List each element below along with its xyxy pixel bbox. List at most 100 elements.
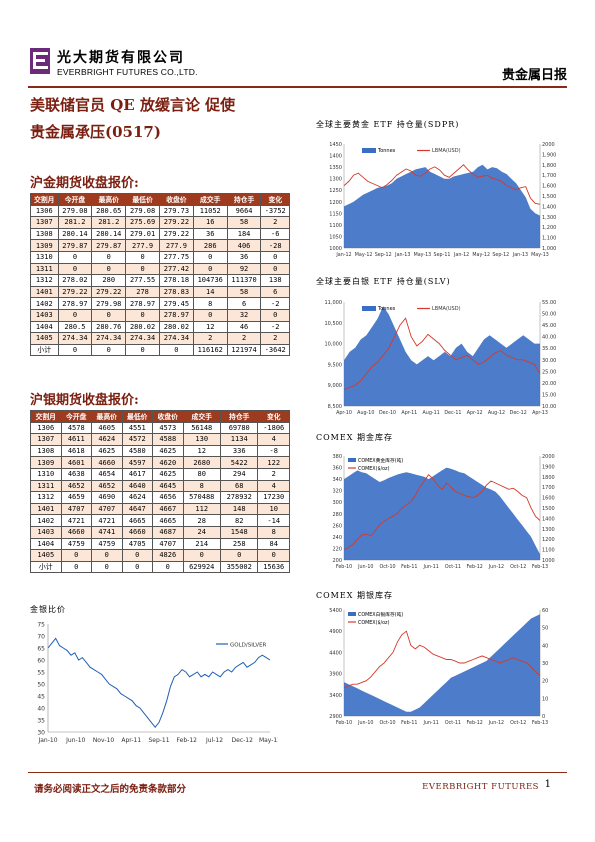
y-right-tick-label: 1,100: [542, 236, 556, 242]
chart-title-gold-silver-ratio: 金银比价: [30, 605, 66, 614]
table-cell: 4625: [152, 467, 184, 481]
table-cell: 16: [192, 216, 228, 229]
y-tick-label: 40: [37, 706, 45, 713]
table-cell: 0: [192, 250, 228, 264]
table-cell: 4611: [60, 433, 92, 446]
table-header-cell: 交割月: [30, 410, 62, 423]
y-right-tick-label: 50.00: [542, 312, 556, 318]
table-cell: 274.34: [91, 332, 127, 345]
table-cell: 280.5: [57, 320, 93, 334]
company-logo-icon: [30, 48, 50, 74]
table-cell: 279.08: [125, 204, 160, 218]
table-cell: 0: [125, 308, 160, 322]
y-left-tick-label: 1250: [329, 188, 342, 194]
table-row: 1310 4638 4654 4617 4625 80 294 2: [30, 467, 290, 481]
table-cell: 0: [121, 560, 153, 574]
table-cell: -8: [257, 444, 290, 458]
table-cell: 4640: [121, 479, 153, 493]
series-line-1: [343, 164, 541, 205]
table-cell: 278.02: [57, 274, 93, 287]
x-tick-label: Jun-11: [422, 564, 438, 570]
table-cell: 274.34: [125, 332, 160, 345]
x-tick-label: Feb-10: [336, 720, 352, 726]
y-left-tick-label: 3400: [329, 693, 342, 699]
table-cell: 104736: [192, 274, 228, 287]
table-cell: 280.02: [159, 320, 194, 334]
y-left-tick-label: 1450: [329, 142, 342, 148]
table-cell: 279.22: [57, 285, 93, 299]
table-cell: 278.97: [57, 297, 93, 310]
table-cell: 1548: [219, 525, 259, 539]
table-cell: 4: [257, 433, 290, 446]
headline-line2: 贵金属承压(0517): [30, 123, 161, 141]
y-right-tick-label: 15.00: [542, 392, 556, 398]
table-cell: 8: [192, 297, 228, 310]
table-cell: 4665: [121, 514, 153, 527]
table-cell: 4660: [121, 525, 153, 539]
table-cell: 0: [192, 308, 228, 322]
x-tick-label: Jan-13: [512, 252, 528, 258]
table-cell: 406: [226, 239, 262, 252]
table-row: 1405 274.34 274.34 274.34 274.34 2 2 2: [30, 332, 290, 345]
table-cell: 281.2: [91, 216, 127, 229]
table-cell: 6: [226, 297, 262, 310]
table-cell: 56148: [182, 421, 221, 435]
table-cell: 280.14: [57, 227, 93, 241]
table-row: 1405 0 0 0 4826 0 0 0: [30, 549, 290, 562]
table-cell: 28: [182, 514, 221, 527]
table-cell: 122: [257, 456, 290, 469]
y-right-tick-label: 2000: [542, 454, 555, 460]
table-cell: 278.97: [125, 297, 160, 310]
legend-label: GOLD/SILVER: [230, 643, 267, 649]
table-cell: 1312: [30, 274, 59, 287]
y-right-tick-label: 30: [542, 661, 548, 667]
comex-gold-chart: 380 360 340 320 300 280 260 240 220 200 2000 1900 18…: [332, 454, 555, 570]
table-cell: 4645: [152, 479, 184, 493]
disclaimer-link[interactable]: 请务必阅读正文之后的免责条款部分: [34, 784, 187, 795]
x-tick-label: Aug-10: [357, 410, 374, 416]
table-cell: -3642: [260, 343, 290, 357]
table-cell: 1403: [30, 525, 62, 539]
table-header-cell: 今开盘: [60, 410, 92, 423]
table-cell: 279.22: [159, 216, 194, 229]
table-row: 小计 0 0 0 0 116162 121974 -3642: [30, 343, 290, 357]
table-cell: 278932: [219, 491, 259, 504]
table-row: 1311 4652 4652 4640 4645 8 68 4: [30, 479, 290, 493]
table-cell: 0: [260, 250, 290, 264]
y-right-tick-label: 1,400: [542, 204, 556, 210]
y-left-tick-label: 220: [332, 546, 342, 552]
y-left-tick-label: 240: [332, 535, 342, 541]
y-right-tick-label: 20.00: [542, 381, 556, 387]
table-cell: 570488: [182, 491, 221, 504]
x-tick-label: Feb-13: [532, 564, 548, 570]
table-cell: 1404: [30, 320, 59, 334]
table-cell: 1307: [30, 433, 62, 446]
y-right-tick-label: 1000: [542, 558, 555, 564]
y-left-tick-label: 320: [332, 489, 342, 495]
table-cell: 138: [260, 274, 290, 287]
table-cell: 0: [57, 343, 93, 357]
table-cell: 1134: [219, 433, 259, 446]
table-row: 1312 278.02 280 277.55 278.18 104736 111370 138: [30, 274, 290, 287]
y-right-tick-label: 10: [542, 696, 548, 702]
table-row: 1311 0 0 0 277.42 0 92 0: [30, 262, 290, 276]
table-cell: 6: [260, 285, 290, 299]
slv-etf-chart: 11,000 10,500 10,000 9,500 9,000 8,500 55.00 50…: [325, 300, 557, 416]
series-area-3: [344, 467, 540, 560]
table-header-cell: 成交手: [182, 410, 221, 423]
table-row: 1401 4707 4707 4647 4667 112 148 10: [30, 502, 290, 516]
table-cell: 130: [182, 433, 221, 446]
table-cell: 280.14: [91, 227, 127, 241]
y-right-tick-label: 1800: [542, 475, 555, 481]
table-cell: 111370: [226, 274, 262, 287]
table-cell: 4572: [121, 433, 153, 446]
table-header-cell: 最高价: [91, 410, 123, 423]
table-cell: 214: [182, 537, 221, 551]
table-cell: 279.22: [91, 285, 127, 299]
y-tick-label: 65: [37, 646, 45, 653]
table-cell: 1401: [30, 502, 62, 516]
table-row: 1307 4611 4624 4572 4588 130 1134 4: [30, 433, 290, 446]
table-cell: -28: [260, 239, 290, 252]
y-right-tick-label: 1400: [542, 516, 555, 522]
x-tick-label: Dec-12: [510, 410, 527, 416]
